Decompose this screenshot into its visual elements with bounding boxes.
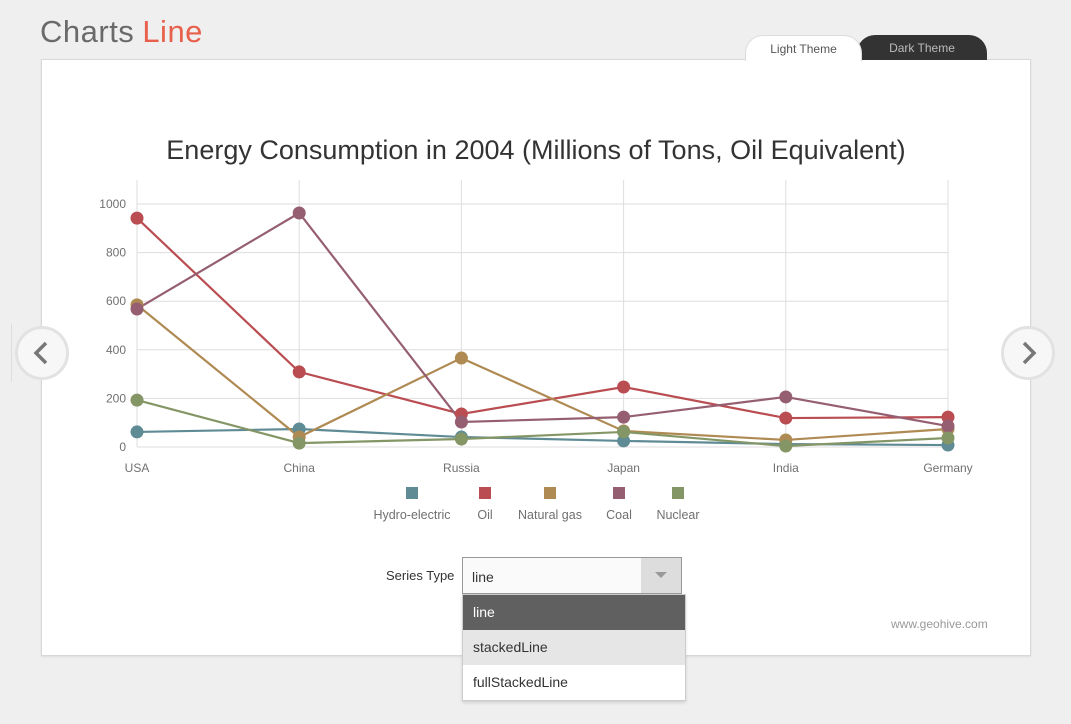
data-point-oil [941, 410, 955, 424]
series-line-natural-gas [136, 303, 949, 442]
x-tick-label: Japan [607, 461, 640, 475]
y-tick-label: 1000 [99, 197, 126, 211]
dropdown-button[interactable] [641, 558, 681, 593]
data-point-nuclear [130, 393, 144, 407]
y-tick-label: 400 [106, 343, 126, 357]
x-tick-label: Russia [443, 461, 480, 475]
data-point-coal [292, 206, 306, 220]
legend-swatch-oil [479, 487, 491, 499]
data-point-natural-gas [454, 351, 468, 365]
next-button[interactable] [1001, 326, 1055, 380]
option-stackedline[interactable]: stackedLine [463, 630, 685, 665]
chart-title: Energy Consumption in 2004 (Millions of … [166, 135, 905, 165]
y-tick-label: 0 [119, 440, 126, 454]
y-tick-label: 600 [106, 294, 126, 308]
series-type-dropdown: line stackedLine fullStackedLine [462, 594, 686, 701]
series-line-coal [136, 211, 949, 428]
tab-light-theme[interactable]: Light Theme [745, 35, 862, 61]
legend-label-natural-gas: Natural gas [518, 508, 582, 522]
data-point-nuclear [941, 431, 955, 445]
data-point-oil [130, 211, 144, 225]
legend-label-hydro-electric: Hydro-electric [373, 508, 450, 522]
divider [11, 324, 12, 382]
tab-dark-theme[interactable]: Dark Theme [857, 35, 987, 60]
data-point-coal [617, 410, 631, 424]
data-point-nuclear [779, 439, 793, 453]
option-line[interactable]: line [463, 595, 685, 630]
data-point-nuclear [617, 425, 631, 439]
data-point-nuclear [454, 432, 468, 446]
series-line-oil [136, 217, 949, 420]
data-point-coal [130, 302, 144, 316]
data-point-coal [454, 415, 468, 429]
y-tick-label: 200 [106, 391, 126, 405]
x-tick-label: India [773, 461, 799, 475]
legend-swatch-nuclear [672, 487, 684, 499]
legend-label-oil: Oil [477, 508, 492, 522]
page-title-main: Charts [40, 14, 135, 49]
legend-label-nuclear: Nuclear [656, 508, 699, 522]
series-line-nuclear [136, 399, 949, 448]
series-type-value: line [472, 569, 494, 585]
data-point-oil [292, 365, 306, 379]
legend-label-coal: Coal [606, 508, 632, 522]
option-fullstackedline[interactable]: fullStackedLine [473, 674, 568, 690]
chevron-right-icon [1022, 341, 1037, 365]
caret-down-icon [655, 572, 667, 578]
page-title: Charts Line [40, 14, 203, 50]
data-point-coal [941, 419, 955, 433]
chart-panel [41, 59, 1031, 656]
chevron-left-icon [33, 341, 48, 365]
source-link[interactable]: www.geohive.com [891, 617, 988, 631]
data-point-oil [779, 411, 793, 425]
legend-swatch-natural-gas [544, 487, 556, 499]
prev-button[interactable] [15, 326, 69, 380]
legend-swatch-coal [613, 487, 625, 499]
data-point-oil [617, 380, 631, 394]
legend-swatch-hydro-electric [406, 487, 418, 499]
page-title-accent: Line [142, 14, 203, 49]
data-point-nuclear [292, 436, 306, 450]
y-tick-label: 800 [106, 246, 126, 260]
data-point-coal [779, 390, 793, 404]
series-type-label: Series Type [386, 568, 455, 583]
series-type-select[interactable]: line [462, 557, 682, 594]
x-tick-label: China [284, 461, 316, 475]
x-tick-label: Germany [923, 461, 972, 475]
data-point-hydro-electric [617, 434, 631, 448]
data-point-hydro-electric [130, 425, 144, 439]
x-tick-label: USA [125, 461, 150, 475]
